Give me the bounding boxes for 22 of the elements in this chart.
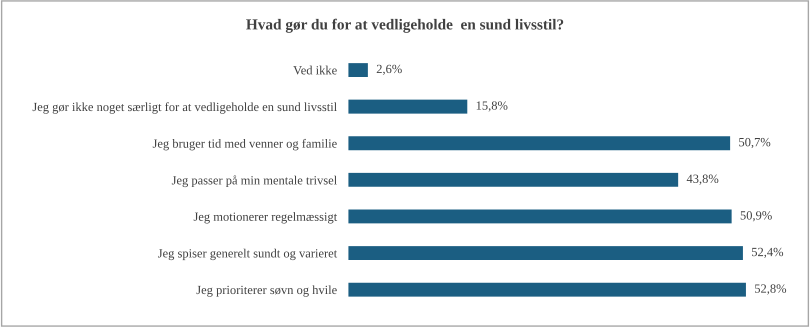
data-label: 50,9% xyxy=(740,211,772,222)
y-tick-label: Jeg gør ikke noget særligt for at vedligeholde en sund livsstil xyxy=(32,102,337,114)
data-label: 52,8% xyxy=(754,284,786,295)
y-tick-label: Jeg motionerer regelmæssigt xyxy=(194,212,338,224)
bar xyxy=(348,100,468,114)
data-label: 15,8% xyxy=(476,101,508,112)
y-tick-label: Jeg spiser generelt sundt og varieret xyxy=(158,248,338,260)
bar xyxy=(348,136,730,150)
data-label: 43,8% xyxy=(686,174,718,185)
data-label: 52,4% xyxy=(752,248,784,258)
bar xyxy=(348,210,732,224)
y-tick-label: Jeg bruger tid med venner og familie xyxy=(152,138,337,150)
bar xyxy=(348,63,368,77)
y-tick-label: Jeg prioriterer søvn og hvile xyxy=(196,285,337,297)
data-label: 50,7% xyxy=(739,138,770,148)
chart-title: Hvad gør du for at vedligeholde en sund livsstil? xyxy=(246,18,564,33)
bar xyxy=(348,172,678,187)
bar xyxy=(348,282,746,297)
y-tick-label: Ved ikke xyxy=(293,66,337,75)
data-label: 2,6% xyxy=(376,64,402,75)
bar xyxy=(348,246,743,260)
y-tick-label: Jeg passer på min mentale trivsel xyxy=(172,175,337,188)
